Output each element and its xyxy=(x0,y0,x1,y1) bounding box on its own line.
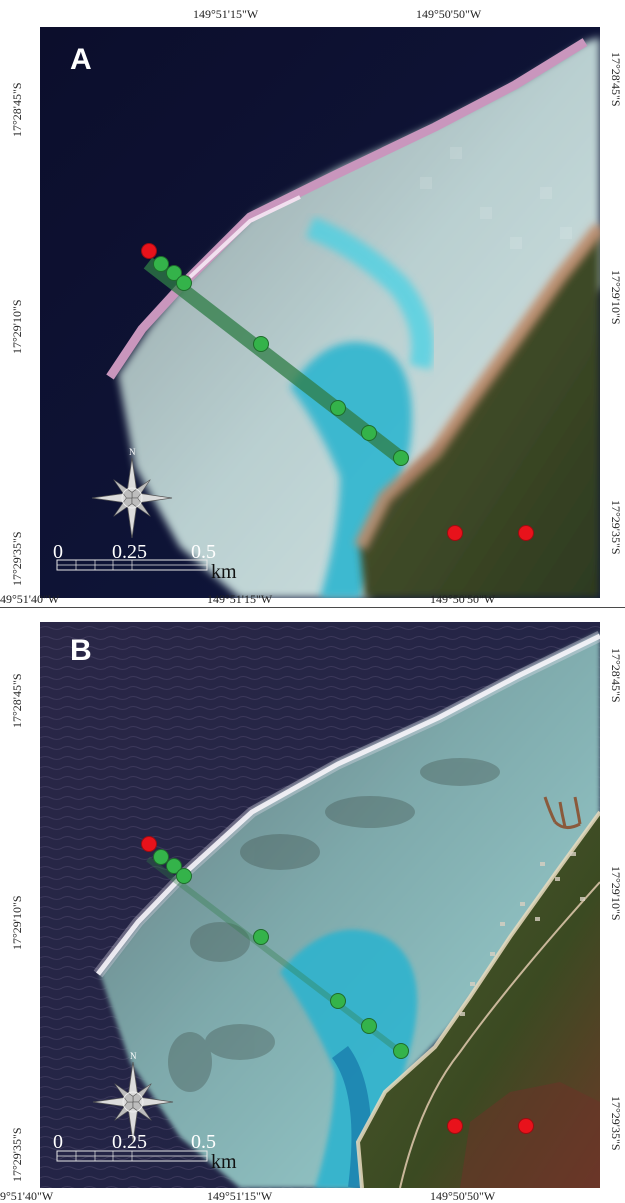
bottom-lon-label: 149°51'15"W xyxy=(207,1189,273,1203)
map-a: N xyxy=(40,27,600,598)
station-red[interactable] xyxy=(141,836,157,852)
station-green[interactable] xyxy=(253,929,269,945)
scale-tick-label: 0 xyxy=(53,1131,63,1153)
scale-unit-label: km xyxy=(211,561,237,583)
right-lat-label: 17°28'45"S xyxy=(609,52,623,107)
station-green[interactable] xyxy=(166,858,182,874)
top-lon-label: 149°50'50"W xyxy=(416,7,482,21)
compass-rose-icon: N xyxy=(92,1051,174,1143)
station-green[interactable] xyxy=(176,868,192,884)
station-red[interactable] xyxy=(447,525,463,541)
left-lat-label: 17°29'35"S xyxy=(10,1127,24,1182)
panel-divider xyxy=(0,607,625,608)
left-lat-label: 17°28'45"S xyxy=(10,673,24,728)
station-markers-a xyxy=(141,243,534,541)
bottom-lon-label: 9°51'40"W xyxy=(0,1189,54,1203)
left-lat-label: 17°29'35"S xyxy=(10,531,24,586)
left-lat-label: 17°29'10"S xyxy=(10,299,24,354)
left-lat-label: 17°29'10"S xyxy=(10,895,24,950)
scale-unit-label: km xyxy=(211,1151,237,1173)
station-red[interactable] xyxy=(141,243,157,259)
scale-tick-label: 0.25 xyxy=(112,541,147,563)
station-green[interactable] xyxy=(166,265,182,281)
station-red[interactable] xyxy=(447,1118,463,1134)
station-green[interactable] xyxy=(176,275,192,291)
scale-tick-label: 0 xyxy=(53,541,63,563)
station-green[interactable] xyxy=(330,993,346,1009)
right-lat-label: 17°28'45"S xyxy=(609,648,623,703)
station-green[interactable] xyxy=(393,450,409,466)
map-b: N xyxy=(40,622,600,1188)
scale-tick-label: 0.5 xyxy=(191,541,216,563)
station-green[interactable] xyxy=(361,1018,377,1034)
scale-bar xyxy=(56,1150,208,1162)
station-red[interactable] xyxy=(518,525,534,541)
right-lat-label: 17°29'35"S xyxy=(609,1096,623,1151)
bottom-lon-label: 149°50'50"W xyxy=(430,592,496,606)
scale-tick-label: 0.25 xyxy=(112,1131,147,1153)
station-green[interactable] xyxy=(393,1043,409,1059)
overwater-bungalows xyxy=(543,796,582,829)
panel-letter: A xyxy=(70,43,92,76)
station-green[interactable] xyxy=(330,400,346,416)
left-lat-label: 17°28'45"S xyxy=(10,82,24,137)
scale-tick-label: 0.5 xyxy=(191,1131,216,1153)
svg-text:N: N xyxy=(130,1051,137,1061)
panel-letter: B xyxy=(70,634,92,667)
panel-b: N B 0 0.25 0.5 km 17°28'45"S 17°29'10"S … xyxy=(0,608,625,1203)
compass-rose-icon: N xyxy=(91,447,173,539)
top-lon-label: 149°51'15"W xyxy=(193,7,259,21)
panel-a: 149°51'15"W 149°50'50"W xyxy=(0,7,623,606)
bottom-lon-label: 49°51'40"W xyxy=(0,592,60,606)
svg-text:N: N xyxy=(129,447,136,457)
right-lat-label: 17°29'10"S xyxy=(609,270,623,325)
scale-bar xyxy=(56,559,208,571)
right-lat-label: 17°29'35"S xyxy=(609,500,623,555)
station-red[interactable] xyxy=(518,1118,534,1134)
station-green[interactable] xyxy=(253,336,269,352)
station-green[interactable] xyxy=(153,849,169,865)
station-green[interactable] xyxy=(361,425,377,441)
bottom-lon-label: 149°51'15"W xyxy=(207,592,273,606)
right-lat-label: 17°29'10"S xyxy=(609,866,623,921)
station-markers-b xyxy=(141,836,534,1134)
bottom-lon-label: 149°50'50"W xyxy=(430,1189,496,1203)
station-green[interactable] xyxy=(153,256,169,272)
